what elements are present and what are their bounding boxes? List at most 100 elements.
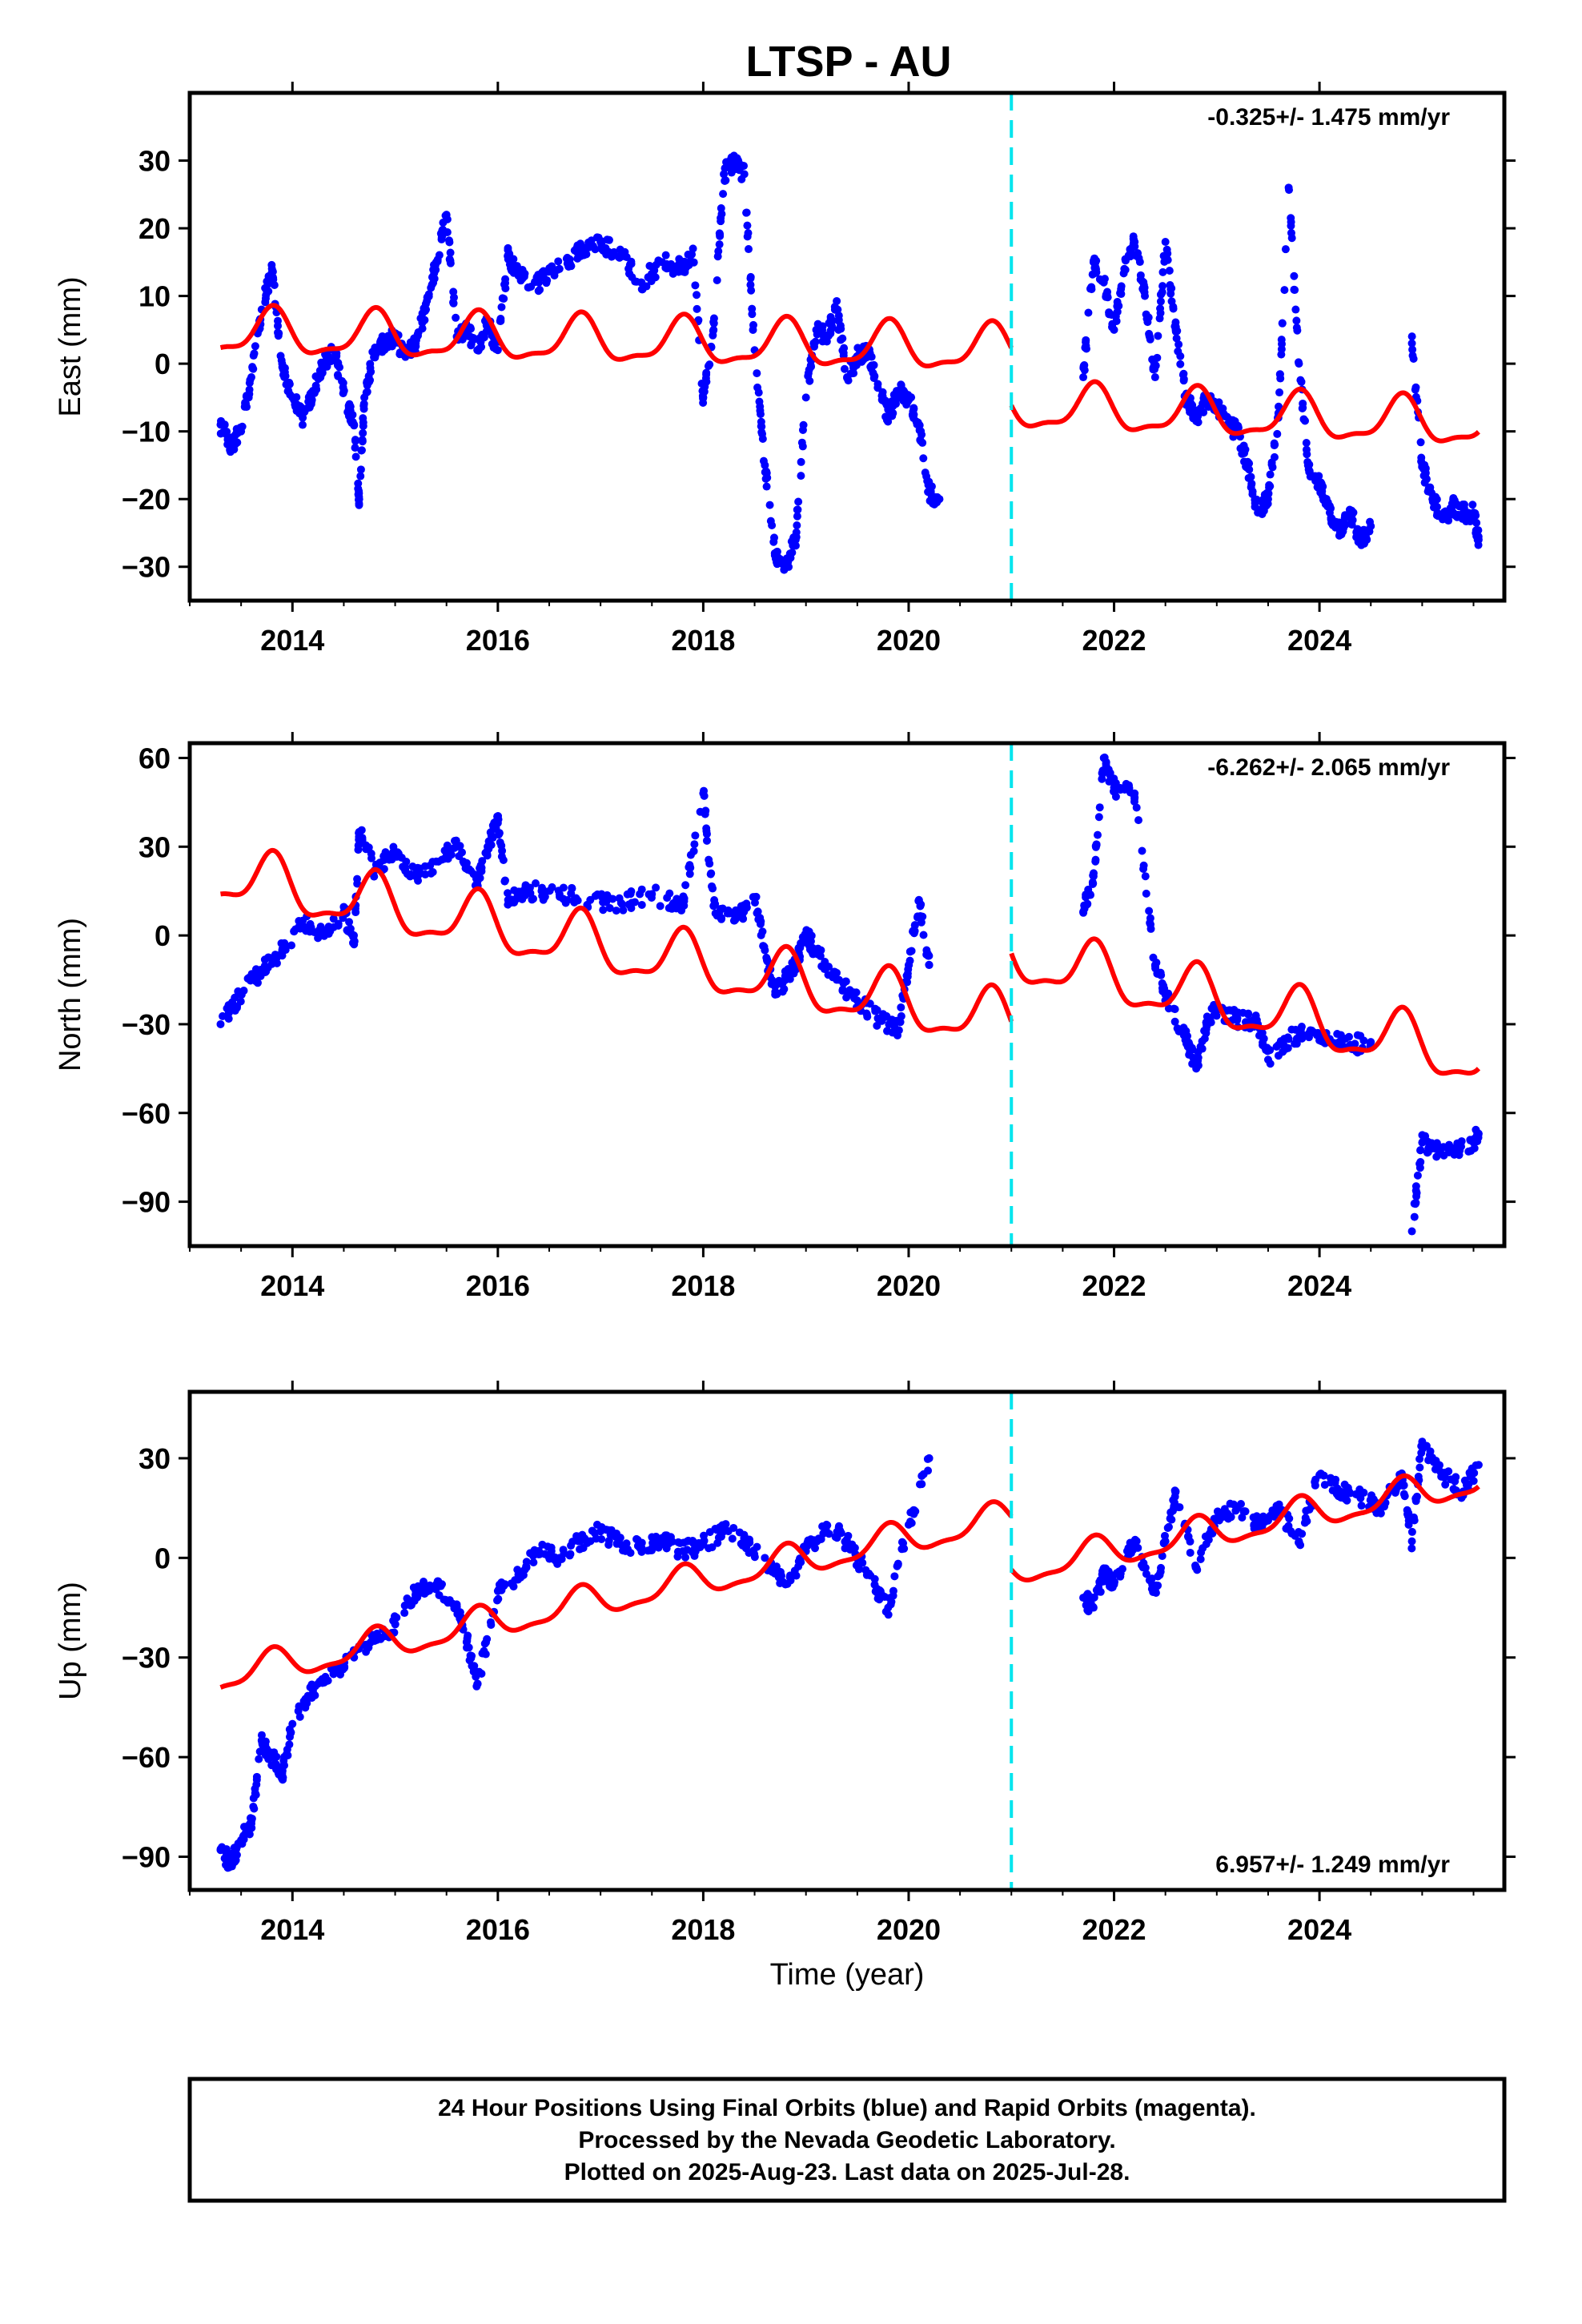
north-data-point [1116,786,1125,794]
up-data-point [804,1537,813,1546]
east-data-point [359,400,368,408]
up-data-point [1340,1480,1349,1489]
east-data-point [1336,526,1345,535]
north-data-point [1281,1045,1290,1054]
east-data-point [241,399,250,408]
east-data-point [638,285,647,294]
up-data-point [1409,1513,1418,1522]
east-data-point [500,279,509,287]
north-data-point [740,901,749,910]
east-data-point [1468,501,1477,509]
east-data-point [1150,373,1159,382]
up-data-point [900,1544,909,1553]
up-data-point [500,1580,509,1589]
east-data-point [318,368,327,377]
east-data-point [1359,525,1368,534]
north-data-point [559,895,568,903]
east-data-point [249,352,258,360]
north-data-point [1407,1227,1416,1236]
up-data-point [814,1534,823,1543]
up-data-point [794,1562,803,1571]
east-data-point [833,296,841,305]
up-data-point [295,1702,303,1711]
up-data-point [1202,1540,1211,1549]
east-data-point [435,251,444,259]
east-data-point [905,394,913,403]
east-data-point [591,245,600,254]
up-data-point [1317,1470,1326,1478]
north-data-point [665,903,673,912]
up-data-point [1311,1478,1319,1486]
east-data-point [1176,360,1185,368]
east-data-point [793,505,801,514]
north-data-point [839,979,848,987]
up-data-point [1407,1537,1416,1546]
east-data-point [371,351,380,360]
north-data-point [1202,1029,1211,1038]
east-data-point [284,387,293,396]
up-data-point [1287,1529,1296,1538]
up-data-point [597,1534,606,1543]
east-data-point [1411,385,1419,394]
east-data-point [274,328,283,337]
north-data-point [618,900,627,909]
north-data-point [278,944,287,953]
east-data-point [768,521,777,530]
up-ytick-label: −30 [122,1642,171,1675]
east-data-point [268,267,277,276]
north-data-point [1082,893,1090,902]
east-data-point [737,161,746,170]
east-data-point [584,238,593,247]
north-data-point [691,831,700,840]
north-data-point [817,946,825,955]
east-data-point [247,373,255,382]
east-data-point [693,304,701,313]
north-data-point [1284,1035,1293,1043]
north-data-point [1092,841,1101,850]
up-data-point [668,1538,677,1546]
up-data-point [1171,1487,1180,1496]
up-data-point [522,1563,531,1572]
north-data-point [446,845,455,854]
north-data-point [824,971,833,979]
east-data-point [238,422,247,431]
north-data-point [559,883,568,892]
east-data-point [350,421,359,430]
east-data-point [625,269,634,278]
north-plot-area [216,753,1483,1236]
north-data-point [773,989,781,998]
up-model-line [219,1473,1480,1690]
east-data-point [603,235,612,244]
north-data-point [400,864,409,873]
east-data-point [437,235,446,243]
east-data-point [323,352,332,360]
north-xtick-label: 2022 [1082,1269,1146,1302]
north-data-point [224,1015,233,1023]
north-model-line [220,847,1481,1076]
east-data-point [1264,489,1273,498]
up-data-point [529,1558,538,1566]
east-data-point [412,342,420,351]
east-data-point [1179,375,1188,384]
up-data-point [1343,1496,1351,1505]
up-data-point [1186,1548,1195,1557]
east-data-point [597,240,606,249]
up-data-point [708,1543,717,1552]
up-data-point [728,1534,737,1543]
east-data-point [520,272,528,281]
north-data-point [1317,1036,1326,1045]
east-data-point [351,452,360,461]
north-data-point [1111,792,1120,801]
east-data-point [826,312,835,321]
north-data-point [237,991,246,999]
east-data-point [644,273,652,282]
north-data-point [905,947,914,956]
east-data-point [744,245,753,254]
north-data-point [706,870,715,879]
up-data-point [280,1761,289,1770]
east-data-point [1114,300,1122,309]
up-data-point [478,1649,487,1658]
east-data-point [1267,458,1276,467]
north-data-point [648,890,656,899]
east-data-point [869,374,878,383]
